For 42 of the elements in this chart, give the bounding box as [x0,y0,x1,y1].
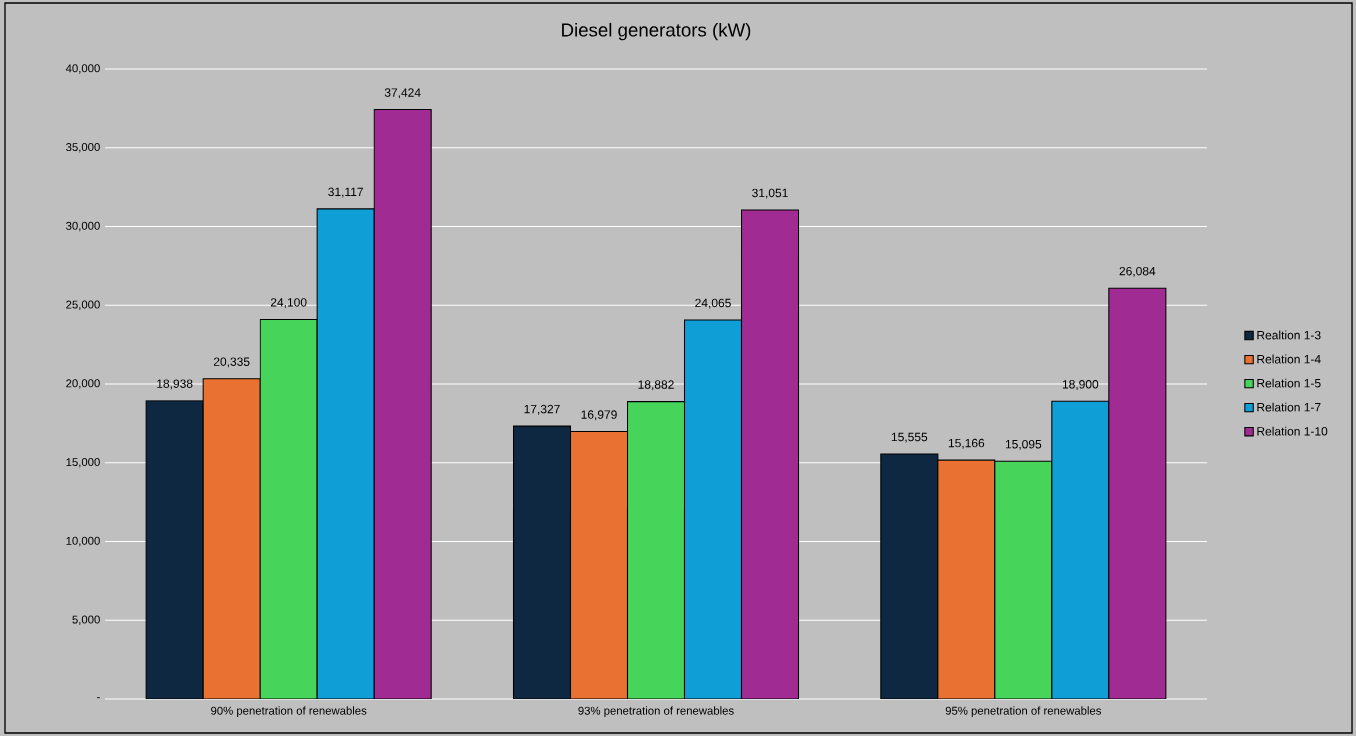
y-tick-label: 10,000 [66,536,100,547]
data-label: 15,166 [948,438,985,449]
y-tick-label: 20,000 [66,379,100,389]
bar [1051,400,1110,699]
chart-title: Diesel generators (kW) [562,22,751,41]
data-label: 18,938 [157,379,193,390]
legend-label: Relation 1-4 [1257,354,1321,364]
bar [259,318,318,699]
data-label: 24,065 [695,298,731,309]
data-label: 17,327 [524,404,560,415]
y-tick-label: 35,000 [66,143,100,153]
y-tick-label: - [97,697,100,699]
bar [626,401,686,699]
data-label: 15,095 [1005,439,1042,450]
x-tick-label: 95% penetration of renewables [945,706,1102,717]
data-label: 31,051 [752,188,788,199]
data-label: 37,424 [384,88,421,99]
data-label: 18,882 [638,380,674,391]
x-tick-label: 93% penetration of renewables [578,706,734,717]
y-tick-label: 15,000 [66,458,100,468]
y-tick-label: 30,000 [66,221,100,232]
bar [683,319,743,699]
data-label: 20,335 [213,357,250,368]
bar [145,400,204,699]
y-tick-label: 5,000 [72,615,100,625]
legend-label: Relation 1-7 [1257,402,1321,412]
y-tick-label: 40,000 [65,64,100,74]
bar [316,208,375,699]
data-label: 26,084 [1119,266,1156,277]
y-tick-label: 25,000 [66,300,100,310]
bar [994,460,1053,699]
data-label: 31,117 [328,187,363,198]
bar [880,453,939,699]
legend-label: Relation 1-5 [1257,378,1321,388]
legend-label: Realtion 1-3 [1257,330,1321,340]
data-label: 24,100 [270,298,307,309]
bar [512,425,572,699]
legend-label: Relation 1-10 [1257,426,1328,436]
data-label: 18,900 [1062,380,1099,390]
data-label: 16,979 [581,410,617,421]
x-tick-label: 90% penetration of renewables [211,706,367,717]
data-label: 15,555 [891,432,928,443]
